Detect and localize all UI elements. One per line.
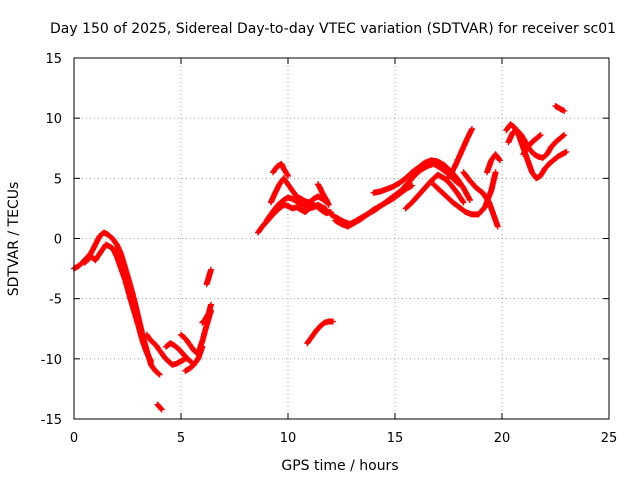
data-series-track-19 (402, 171, 467, 212)
data-point-marks (430, 169, 499, 218)
data-point-marks (445, 126, 475, 182)
data-series-track-12 (267, 175, 330, 206)
data-series-track-15 (304, 318, 336, 347)
data-point-marks (143, 331, 189, 368)
data-point-marks (520, 132, 544, 158)
data-series-track-7 (182, 343, 206, 374)
data-series-track-20 (430, 169, 499, 218)
data-point-marks (370, 157, 473, 203)
y-axis-label: SDTVAR / TECUs (6, 182, 22, 297)
data-point-marks (163, 340, 195, 366)
data-series-track-22 (460, 169, 501, 230)
data-point-marks (460, 169, 501, 230)
data-series-track-4 (154, 401, 165, 413)
y-tick-label: -5 (49, 293, 62, 308)
data-point-marks (402, 171, 467, 212)
data-series-track-2 (81, 241, 154, 365)
data-series-track-23 (484, 151, 503, 176)
data-point-marks (267, 175, 330, 206)
data-points (71, 103, 570, 413)
y-tick-label: 5 (54, 172, 62, 187)
data-series-track-5 (163, 340, 195, 366)
data-series-track-14 (315, 181, 332, 208)
data-point-marks (199, 301, 214, 326)
data-series-track-17 (332, 182, 416, 230)
chart-title: Day 150 of 2025, Sidereal Day-to-day VTE… (50, 21, 616, 37)
data-point-marks (315, 181, 332, 208)
data-point-marks (203, 266, 214, 288)
data-series-track-21 (445, 126, 475, 182)
y-tick-label: 0 (54, 233, 62, 248)
data-point-marks (552, 103, 568, 114)
data-series-track-27 (552, 103, 568, 114)
data-series-track-18 (370, 157, 473, 203)
y-tick-label: -15 (41, 413, 62, 428)
data-series-track-9 (203, 266, 214, 288)
data-point-marks (154, 401, 165, 413)
x-tick-label: 15 (387, 431, 404, 446)
data-series-track-11 (263, 194, 330, 224)
data-series-track-26 (520, 132, 544, 158)
data-point-marks (304, 318, 336, 347)
axis-ticks: 0 5 10 15 20 25 -15 -10 -5 0 5 10 15 (41, 52, 618, 446)
data-point-marks (484, 151, 503, 176)
data-series-track-3 (143, 331, 189, 368)
data-point-marks (270, 160, 291, 179)
x-tick-label: 25 (601, 431, 618, 446)
data-point-marks (332, 182, 416, 230)
grid (74, 58, 609, 419)
y-tick-label: 10 (45, 112, 62, 127)
data-point-marks (182, 343, 206, 374)
x-tick-label: 10 (280, 431, 297, 446)
data-series-track-8 (199, 301, 214, 326)
data-point-marks (263, 194, 330, 224)
data-series-track-13 (270, 160, 291, 179)
x-tick-label: 20 (494, 431, 511, 446)
y-tick-label: -10 (41, 353, 62, 368)
data-point-marks (81, 241, 154, 365)
x-tick-label: 0 (70, 431, 78, 446)
y-tick-label: 15 (45, 52, 62, 67)
x-axis-label: GPS time / hours (281, 458, 398, 474)
x-tick-label: 5 (177, 431, 185, 446)
